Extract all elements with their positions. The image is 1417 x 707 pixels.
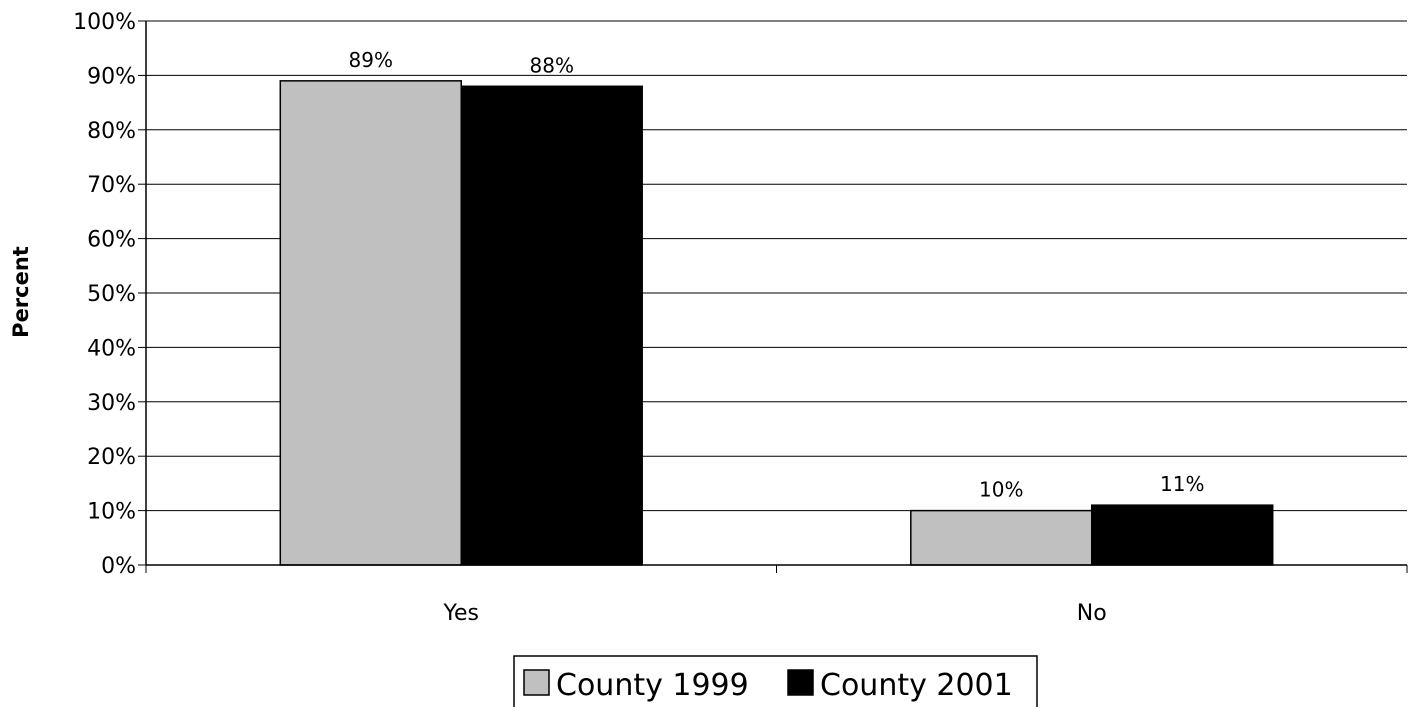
y-axis-ticks: 0% 10% 20% 30% 40% 50% 60% 70% 80% 90% 100% xyxy=(73,10,146,579)
x-category-label: Yes xyxy=(442,601,479,626)
y-tick-label: 70% xyxy=(87,173,136,198)
legend-swatch xyxy=(787,669,814,696)
legend-box xyxy=(513,655,1038,707)
bars xyxy=(279,80,1274,566)
y-tick-label: 40% xyxy=(87,336,136,361)
y-tick-label: 20% xyxy=(87,445,136,470)
legend-label: County 2001 xyxy=(820,668,1013,703)
y-tick-label: 0% xyxy=(101,554,136,579)
y-tick-label: 90% xyxy=(87,64,136,89)
y-axis-title: Percent xyxy=(9,246,33,338)
data-label: 11% xyxy=(1160,472,1204,496)
y-tick-label: 30% xyxy=(87,391,136,416)
x-axis: Yes No xyxy=(145,21,1408,626)
bar-county-1999-yes xyxy=(279,80,463,566)
y-tick-label: 80% xyxy=(87,119,136,144)
legend: County 1999 County 2001 xyxy=(513,655,1038,707)
bar-county-2001-no xyxy=(1091,504,1274,566)
data-label: 88% xyxy=(530,53,574,77)
bar-county-2001-yes xyxy=(460,85,643,566)
data-label: 10% xyxy=(979,478,1023,502)
data-labels: 89% 88% 10% 11% xyxy=(349,48,1205,502)
y-tick-label: 100% xyxy=(73,10,136,35)
y-tick-label: 60% xyxy=(87,228,136,253)
x-category-label: No xyxy=(1077,601,1107,626)
data-label: 89% xyxy=(349,48,393,72)
bar-county-1999-no xyxy=(910,509,1093,566)
y-tick-label: 50% xyxy=(87,282,136,307)
legend-swatch xyxy=(523,669,550,696)
y-tick-label: 10% xyxy=(87,500,136,525)
legend-label: County 1999 xyxy=(556,668,749,703)
